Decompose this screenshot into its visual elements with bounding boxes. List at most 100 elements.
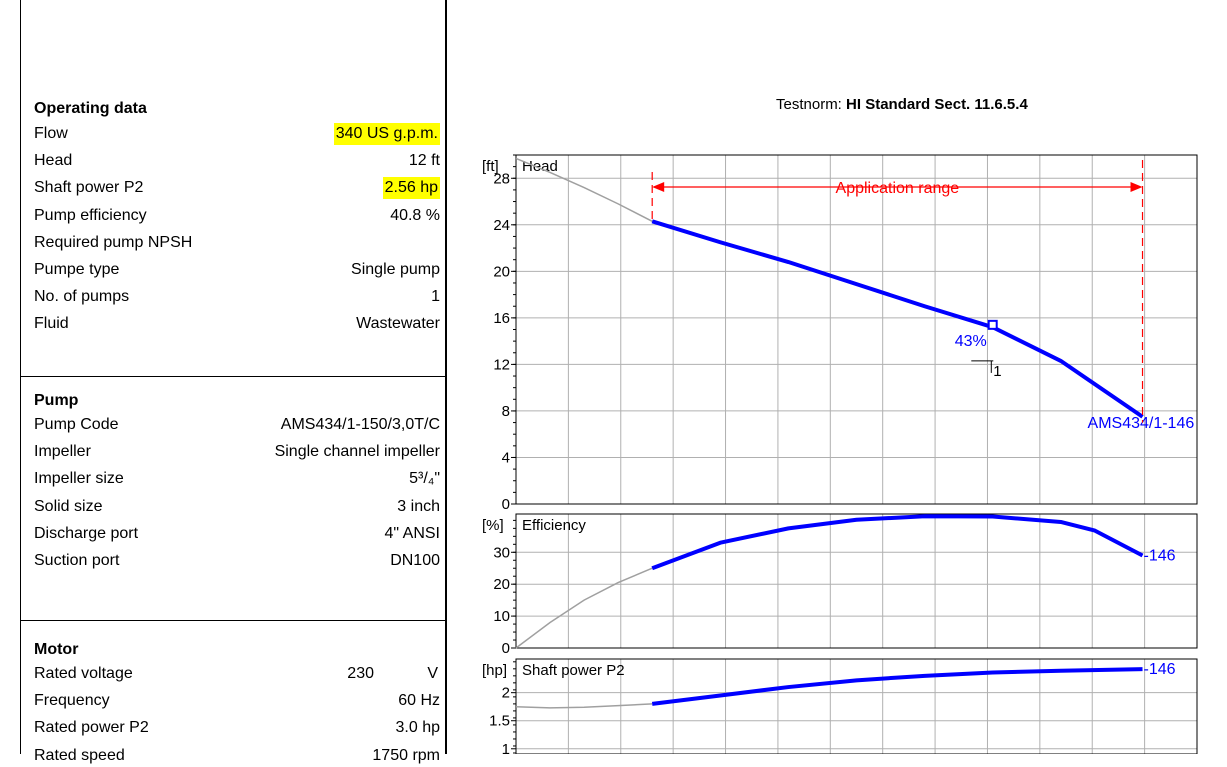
row-value: AMS434/1-150/3,0T/C: [280, 416, 440, 433]
chart2-frame: [515, 513, 1198, 649]
data-row-rated-power-p2: Rated power P2 3.0 hp: [20, 717, 444, 739]
row-label: Required pump NPSH: [34, 233, 193, 251]
operating-point-efficiency-label: 43%: [955, 333, 987, 350]
chart2-tick-label: 10: [493, 608, 510, 625]
chart1-ylabel: [ft]: [482, 158, 499, 175]
chart1-tick-label: 8: [502, 403, 510, 420]
chart3-series-label: -146: [1144, 661, 1176, 678]
row-label: Rated voltage: [34, 665, 133, 682]
data-row-pump-efficiency: Pump efficiency 40.8 %: [20, 205, 444, 227]
chart1-curve: [651, 219, 1144, 419]
application-range-label: Application range: [836, 180, 960, 197]
chart1-title: Head: [522, 158, 558, 175]
chart2-curve-extension: [515, 567, 653, 649]
row-label: Frequency: [34, 692, 110, 710]
row-label: Rated power P2: [34, 719, 149, 737]
row-label: Fluid: [34, 315, 69, 333]
row-label: Discharge port: [34, 524, 139, 542]
chart1-curve-extension: [515, 157, 653, 222]
row-label: Pumpe type: [34, 261, 120, 278]
divider-vertical: [445, 0, 447, 754]
row-value: 12 ft: [408, 152, 440, 170]
row-unit: V: [427, 665, 438, 682]
data-row-rated-voltage: Rated voltage 230 V: [20, 663, 444, 685]
testnorm-label: Testnorm:: [776, 96, 842, 113]
chart3-frame: [515, 658, 1198, 754]
row-value: 1: [431, 288, 440, 306]
chart3-tick-label: 1.5: [489, 713, 510, 730]
operating-data-title: Operating data: [34, 100, 147, 117]
row-label: Impeller: [34, 443, 91, 461]
operating-point-marker: [987, 319, 998, 330]
row-value: Single pump: [351, 261, 440, 278]
chart3-curve-extension: [515, 703, 653, 709]
chart3-ylabel: [hp]: [482, 662, 507, 679]
row-value: 3 inch: [397, 497, 440, 515]
data-row-shaft-power-p2: Shaft power P2 2.56 hp: [20, 177, 444, 200]
testnorm-value: HI Standard Sect. 11.6.5.4: [846, 96, 1028, 113]
row-value: 2.56 hp: [382, 177, 440, 200]
row-value: 4" ANSI: [384, 524, 440, 542]
row-value: Single channel impeller: [274, 443, 440, 461]
row-value: 5³/₄": [409, 470, 440, 488]
left-border: [20, 0, 21, 754]
row-label: Pump Code: [34, 416, 119, 433]
data-row-required-pump-npsh: Required pump NPSH: [20, 232, 444, 254]
chart1-tick-label: 20: [493, 263, 510, 280]
data-row-discharge-port: Discharge port 4" ANSI: [20, 523, 444, 545]
row-label: Solid size: [34, 497, 103, 515]
row-value: 230: [347, 665, 374, 682]
row-value: 3.0 hp: [395, 719, 440, 737]
row-label: Suction port: [34, 552, 120, 569]
row-label: Shaft power P2: [34, 179, 144, 197]
chart1-series-label: AMS434/1-146: [1088, 415, 1195, 432]
testnorm: Testnorm: HI Standard Sect. 11.6.5.4: [776, 96, 1028, 113]
application-range-arrowhead-left: [652, 182, 665, 192]
data-row-head: Head 12 ft: [20, 150, 444, 172]
chart1-tick-label: 4: [502, 449, 510, 466]
row-label: Impeller size: [34, 470, 124, 488]
chart3-title: Shaft power P2: [522, 662, 625, 679]
data-row-suction-port: Suction port DN100: [20, 550, 444, 572]
application-range-arrowhead-right: [1130, 182, 1143, 192]
chart2-series-label: -146: [1144, 547, 1176, 564]
divider-pump-motor: [20, 620, 446, 621]
pump-title: Pump: [34, 392, 79, 409]
row-value: DN100: [390, 552, 440, 569]
data-row-no-of-pumps: No. of pumps 1: [20, 286, 444, 308]
chart2-tick-label: 20: [493, 576, 510, 593]
chart1-tick-label: 12: [493, 356, 510, 373]
row-value: 40.8 %: [390, 206, 440, 224]
data-row-pumpe-type: Pumpe type Single pump: [20, 259, 444, 281]
data-row-impeller-size: Impeller size 5³/₄": [20, 468, 444, 490]
motor-title: Motor: [34, 641, 79, 658]
data-row-flow: Flow 340 US g.p.m.: [20, 123, 444, 145]
data-row-solid-size: Solid size 3 inch: [20, 496, 444, 518]
chart1-tick-label: 0: [502, 496, 510, 513]
row-label: No. of pumps: [34, 288, 130, 306]
duty-marker-label: 1: [993, 363, 1001, 380]
chart2-curve: [651, 514, 1144, 571]
data-row-pump-code: Pump Code AMS434/1-150/3,0T/C: [20, 414, 444, 436]
chart3-curve: [651, 667, 1143, 706]
data-row-fluid: Fluid Wastewater: [20, 313, 444, 335]
row-label: Head: [34, 152, 73, 170]
chart3-tick-label: 1: [502, 741, 510, 754]
data-row-frequency: Frequency 60 Hz: [20, 690, 444, 712]
chart2-ylabel: [%]: [482, 517, 504, 534]
row-label: Flow: [34, 125, 68, 142]
row-label: Pump efficiency: [34, 206, 147, 224]
row-value: Wastewater: [356, 315, 440, 333]
chart2-title: Efficiency: [522, 517, 586, 534]
row-value: 60 Hz: [398, 692, 440, 710]
data-row-impeller: Impeller Single channel impeller: [20, 441, 444, 463]
chart1-tick-label: 16: [493, 310, 510, 327]
row-value: 340 US g.p.m.: [333, 123, 440, 145]
chart2-tick-label: 30: [493, 544, 510, 561]
chart3-tick-label: 2: [502, 685, 510, 702]
chart2-tick-label: 0: [502, 640, 510, 657]
chart1-frame: [515, 154, 1198, 505]
divider-operating-pump: [20, 376, 446, 377]
